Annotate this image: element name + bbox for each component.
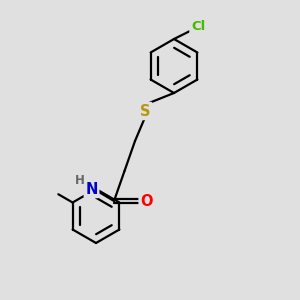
Text: Cl: Cl (191, 20, 205, 34)
Text: H: H (75, 173, 85, 187)
Text: N: N (85, 182, 98, 196)
Text: O: O (140, 194, 153, 208)
Text: S: S (140, 103, 151, 118)
